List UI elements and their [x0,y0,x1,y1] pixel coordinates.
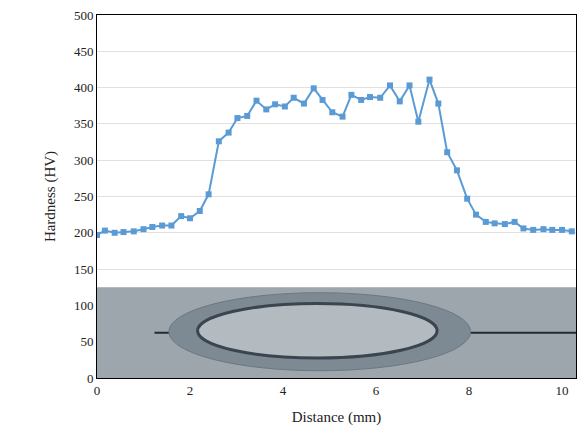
svg-text:8: 8 [466,383,473,398]
svg-text:0: 0 [94,383,101,398]
svg-text:10: 10 [556,383,569,398]
svg-text:100: 100 [74,298,94,313]
svg-text:4: 4 [280,383,287,398]
svg-text:150: 150 [74,262,94,277]
svg-text:0: 0 [87,371,94,386]
svg-text:2: 2 [187,383,194,398]
svg-text:50: 50 [80,334,93,349]
svg-text:450: 450 [74,44,94,59]
svg-text:250: 250 [74,189,94,204]
svg-text:Hardness (HV): Hardness (HV) [42,151,59,242]
svg-text:350: 350 [74,116,94,131]
svg-text:500: 500 [74,8,94,23]
svg-text:200: 200 [74,225,94,240]
svg-text:300: 300 [74,153,94,168]
svg-text:Distance (mm): Distance (mm) [292,409,382,426]
svg-text:400: 400 [74,80,94,95]
svg-text:6: 6 [373,383,380,398]
